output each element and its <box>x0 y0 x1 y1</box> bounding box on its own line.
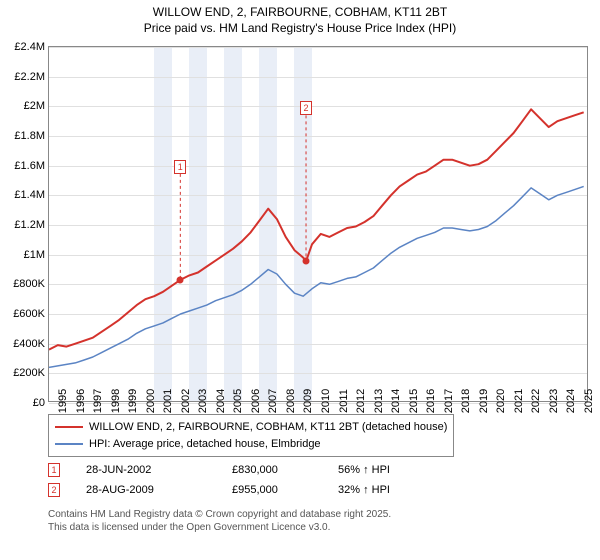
sale-hpi-delta: 56% ↑ HPI <box>338 464 438 476</box>
sale-hpi-delta: 32% ↑ HPI <box>338 484 438 496</box>
y-axis-label: £600K <box>13 308 49 320</box>
line-series-layer <box>49 47 589 403</box>
sale-date: 28-AUG-2009 <box>86 484 206 496</box>
sales-row: 2 28-AUG-2009 £955,000 32% ↑ HPI <box>48 480 438 500</box>
footer-line: Contains HM Land Registry data © Crown c… <box>48 508 391 521</box>
y-axis-label: £2M <box>24 100 49 112</box>
sale-index-box: 2 <box>48 483 60 497</box>
y-axis-label: £1.8M <box>14 130 49 142</box>
y-axis-label: £200K <box>13 367 49 379</box>
chart-plot-area: £0£200K£400K£600K£800K£1M£1.2M£1.4M£1.6M… <box>48 46 588 402</box>
y-axis-label: £1.4M <box>14 189 49 201</box>
y-axis-label: £2.4M <box>14 41 49 53</box>
y-axis-label: £1M <box>24 249 49 261</box>
sale-marker-flag: 2 <box>300 101 312 115</box>
y-axis-label: £1.2M <box>14 219 49 231</box>
legend-item: HPI: Average price, detached house, Elmb… <box>55 436 447 453</box>
legend-label: HPI: Average price, detached house, Elmb… <box>89 436 321 453</box>
sale-marker-flag: 1 <box>174 160 186 174</box>
y-axis-label: £0 <box>33 397 49 409</box>
footer-line: This data is licensed under the Open Gov… <box>48 521 391 534</box>
sale-index-box: 1 <box>48 463 60 477</box>
sale-marker-dot <box>303 258 310 265</box>
title-line-1: WILLOW END, 2, FAIRBOURNE, COBHAM, KT11 … <box>0 4 600 20</box>
y-axis-label: £2.2M <box>14 71 49 83</box>
legend-label: WILLOW END, 2, FAIRBOURNE, COBHAM, KT11 … <box>89 419 447 436</box>
sale-price: £830,000 <box>232 464 312 476</box>
legend-swatch <box>55 443 83 445</box>
footer-attribution: Contains HM Land Registry data © Crown c… <box>48 508 391 534</box>
legend: WILLOW END, 2, FAIRBOURNE, COBHAM, KT11 … <box>48 414 454 457</box>
sales-row: 1 28-JUN-2002 £830,000 56% ↑ HPI <box>48 460 438 480</box>
y-axis-label: £800K <box>13 278 49 290</box>
hpi-line <box>49 186 584 367</box>
sale-price: £955,000 <box>232 484 312 496</box>
sale-date: 28-JUN-2002 <box>86 464 206 476</box>
chart-title: WILLOW END, 2, FAIRBOURNE, COBHAM, KT11 … <box>0 0 600 36</box>
sales-table: 1 28-JUN-2002 £830,000 56% ↑ HPI 2 28-AUG-200… <box>48 460 438 500</box>
title-line-2: Price paid vs. HM Land Registry's House … <box>0 20 600 36</box>
y-axis-label: £1.6M <box>14 160 49 172</box>
y-axis-label: £400K <box>13 338 49 350</box>
sale-marker-dot <box>177 276 184 283</box>
legend-swatch <box>55 426 83 428</box>
property-line <box>49 109 584 349</box>
legend-item: WILLOW END, 2, FAIRBOURNE, COBHAM, KT11 … <box>55 419 447 436</box>
